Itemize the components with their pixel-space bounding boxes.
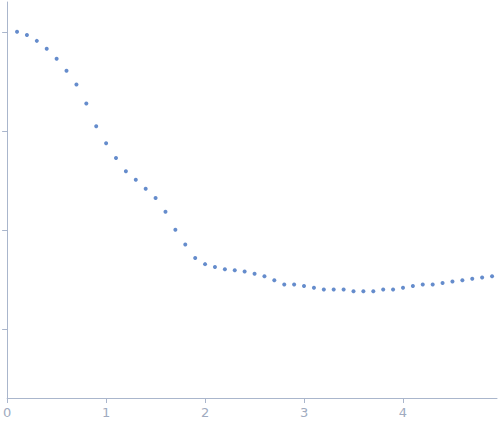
svg-text:1: 1 <box>102 405 110 420</box>
svg-text:4: 4 <box>399 405 407 420</box>
svg-text:3: 3 <box>300 405 308 420</box>
svg-text:0: 0 <box>3 405 11 420</box>
svg-text:2: 2 <box>201 405 209 420</box>
